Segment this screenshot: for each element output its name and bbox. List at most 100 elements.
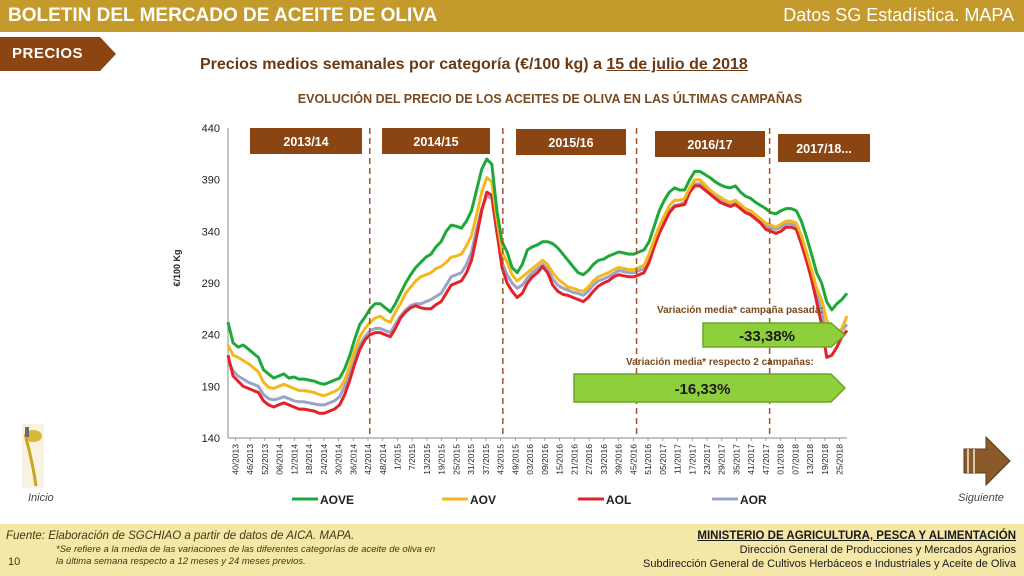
y-tick-label: 390 <box>202 175 220 187</box>
home-button[interactable] <box>22 424 44 488</box>
section-tag: PRECIOS <box>0 37 118 71</box>
annotations: Variación media* campaña pasada: -33,38% V… <box>573 305 847 403</box>
x-tick-label: 40/2013 <box>230 444 240 475</box>
annotation-arrow <box>702 322 847 348</box>
campaign-label: 2014/15 <box>413 135 458 149</box>
x-tick-label: 19/2015 <box>437 444 447 475</box>
x-tick-label: 46/2013 <box>245 444 255 475</box>
series-line-aor <box>226 182 849 407</box>
ministry-name: MINISTERIO DE AGRICULTURA, PESCA Y ALIME… <box>697 530 1016 542</box>
header-bar: BOLETIN DEL MERCADO DE ACEITE DE OLIVA D… <box>0 0 1024 32</box>
x-tick-label: 13/2015 <box>422 444 432 475</box>
x-tick-label: 52/2013 <box>260 444 270 475</box>
x-tick-label: 39/2016 <box>614 444 624 475</box>
footer-note: *Se refiere a la media de las variacione… <box>56 544 436 567</box>
campaign-box <box>382 128 490 154</box>
annotation-arrow <box>573 373 847 403</box>
x-tick-label: 33/2016 <box>599 444 609 475</box>
x-tick-label: 51/2016 <box>643 444 653 475</box>
subtitle-date: 15 de julio de 2018 <box>606 56 748 73</box>
page-subtitle: Precios medios semanales por categoría (… <box>200 56 748 74</box>
ministry-direction: Dirección General de Producciones y Merc… <box>739 544 1016 556</box>
series-line-aol <box>226 184 849 415</box>
x-tick-label: 48/2014 <box>378 444 388 475</box>
legend: AOVE AOV AOL AOR <box>292 493 767 507</box>
x-tick-label: 35/2017 <box>731 444 741 475</box>
price-chart: 140 190 240 290 340 390 440 €/100 Kg 40/2013 46/2… <box>172 123 870 507</box>
x-tick-label: 19/2018 <box>820 444 830 475</box>
series-line-aov <box>226 176 849 398</box>
x-tick-label: 25/2015 <box>451 444 461 475</box>
x-tick-label: 27/2016 <box>584 444 594 475</box>
footer-source: Fuente: Elaboración de SGCHIAO a partir … <box>6 530 355 542</box>
x-tick-label: 29/2017 <box>717 444 727 475</box>
annotation-value: -16,33% <box>675 381 731 398</box>
legend-label-aor: AOR <box>740 493 767 507</box>
campaign-label: 2015/16 <box>548 136 593 150</box>
x-tick-label: 31/2015 <box>466 444 476 475</box>
x-tick-label: 18/2014 <box>304 444 314 475</box>
x-tick-label: 30/2014 <box>334 444 344 475</box>
legend-label-aol: AOL <box>606 493 631 507</box>
x-tick-label: 03/2016 <box>525 444 535 475</box>
campaign-label: 2016/17 <box>687 138 732 152</box>
campaign-box <box>250 128 362 154</box>
legend-label-aove: AOVE <box>320 493 354 507</box>
subtitle-prefix: Precios medios semanales por categoría (… <box>200 56 607 73</box>
next-arrow-icon <box>963 435 1011 487</box>
next-button[interactable] <box>962 435 1012 487</box>
x-tick-label: 09/2016 <box>540 444 550 475</box>
campaign-label: 2017/18... <box>796 142 852 156</box>
x-tick-label: 25/2018 <box>835 444 845 475</box>
campaign-dividers <box>369 128 771 438</box>
y-tick-label: 290 <box>202 278 220 290</box>
x-tick-label: 7/2015 <box>407 444 417 470</box>
y-tick-label: 240 <box>202 330 220 342</box>
y-tick-label: 190 <box>202 381 220 393</box>
ministry-subdirection: Subdirección General de Cultivos Herbáce… <box>643 558 1016 570</box>
x-tick-label: 49/2015 <box>510 444 520 475</box>
x-tick-label: 05/2017 <box>658 444 668 475</box>
x-tick-label: 42/2014 <box>363 444 373 475</box>
y-tick-label: 340 <box>202 226 220 238</box>
annotation-value: -33,38% <box>739 328 795 345</box>
header-source: Datos SG Estadística. MAPA <box>783 5 1014 25</box>
chart-title: EVOLUCIÓN DEL PRECIO DE LOS ACEITES DE O… <box>297 92 803 106</box>
campaign-box <box>655 131 765 157</box>
section-tag-label: PRECIOS <box>12 45 84 62</box>
annotation-label: Variación media* campaña pasada: <box>657 305 824 316</box>
page-number: 10 <box>8 556 21 568</box>
y-tick-label: 440 <box>202 123 220 135</box>
olive-oil-icon <box>22 424 44 488</box>
y-tick-label: 140 <box>202 433 220 445</box>
next-label[interactable]: Siguiente <box>958 492 1004 504</box>
legend-label-aov: AOV <box>470 493 496 507</box>
footer: Fuente: Elaboración de SGCHIAO a partir … <box>0 524 1024 576</box>
x-tick-label: 23/2017 <box>702 444 712 475</box>
tag-shape <box>0 37 116 71</box>
series-line-aove <box>226 157 849 386</box>
x-tick-label: 21/2016 <box>569 444 579 475</box>
x-tick-label: 47/2017 <box>761 444 771 475</box>
series-lines <box>226 157 849 415</box>
x-tick-label: 45/2016 <box>628 444 638 475</box>
x-tick-label: 24/2014 <box>319 444 329 475</box>
campaign-labels: 2013/14 2014/15 2015/16 2016/17 2017/18... <box>250 128 870 162</box>
x-tick-label: 15/2016 <box>555 444 565 475</box>
x-tick-label: 13/2018 <box>805 444 815 475</box>
x-tick-label: 11/2017 <box>673 444 683 474</box>
axes: 140 190 240 290 340 390 440 €/100 Kg 40/2013 46/2… <box>172 123 847 475</box>
x-tick-label: 36/2014 <box>348 444 358 475</box>
campaign-label: 2013/14 <box>283 135 328 149</box>
x-tick-label: 17/2017 <box>687 444 697 475</box>
home-label[interactable]: Inicio <box>28 492 54 504</box>
x-tick-label: 43/2015 <box>496 444 506 475</box>
ministry-block: MINISTERIO DE AGRICULTURA, PESCA Y ALIME… <box>643 529 1016 571</box>
x-tick-label: 07/2018 <box>790 444 800 475</box>
x-tick-label: 37/2015 <box>481 444 491 475</box>
x-tick-label: 12/2014 <box>289 444 299 475</box>
campaign-box <box>516 129 626 155</box>
campaign-box <box>778 134 870 162</box>
x-tick-label: 06/2014 <box>275 444 285 475</box>
x-tick-label: 01/2018 <box>776 444 786 475</box>
